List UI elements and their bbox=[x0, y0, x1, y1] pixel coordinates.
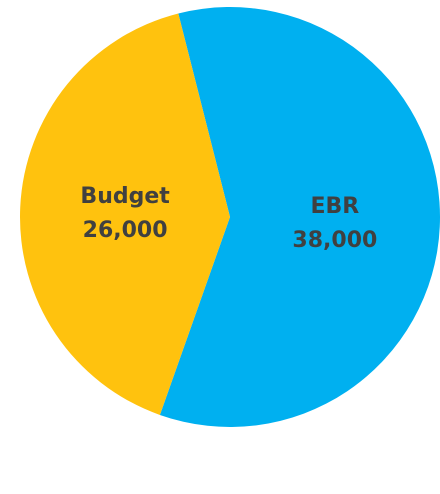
slice-label-budget: Budget bbox=[80, 184, 170, 209]
slice-value-budget: 26,000 bbox=[83, 218, 168, 243]
pie-slice-ebr bbox=[159, 7, 440, 428]
slice-label-ebr: EBR bbox=[311, 194, 360, 219]
slice-value-ebr: 38,000 bbox=[292, 228, 377, 253]
pie-slice-budget bbox=[19, 13, 230, 415]
